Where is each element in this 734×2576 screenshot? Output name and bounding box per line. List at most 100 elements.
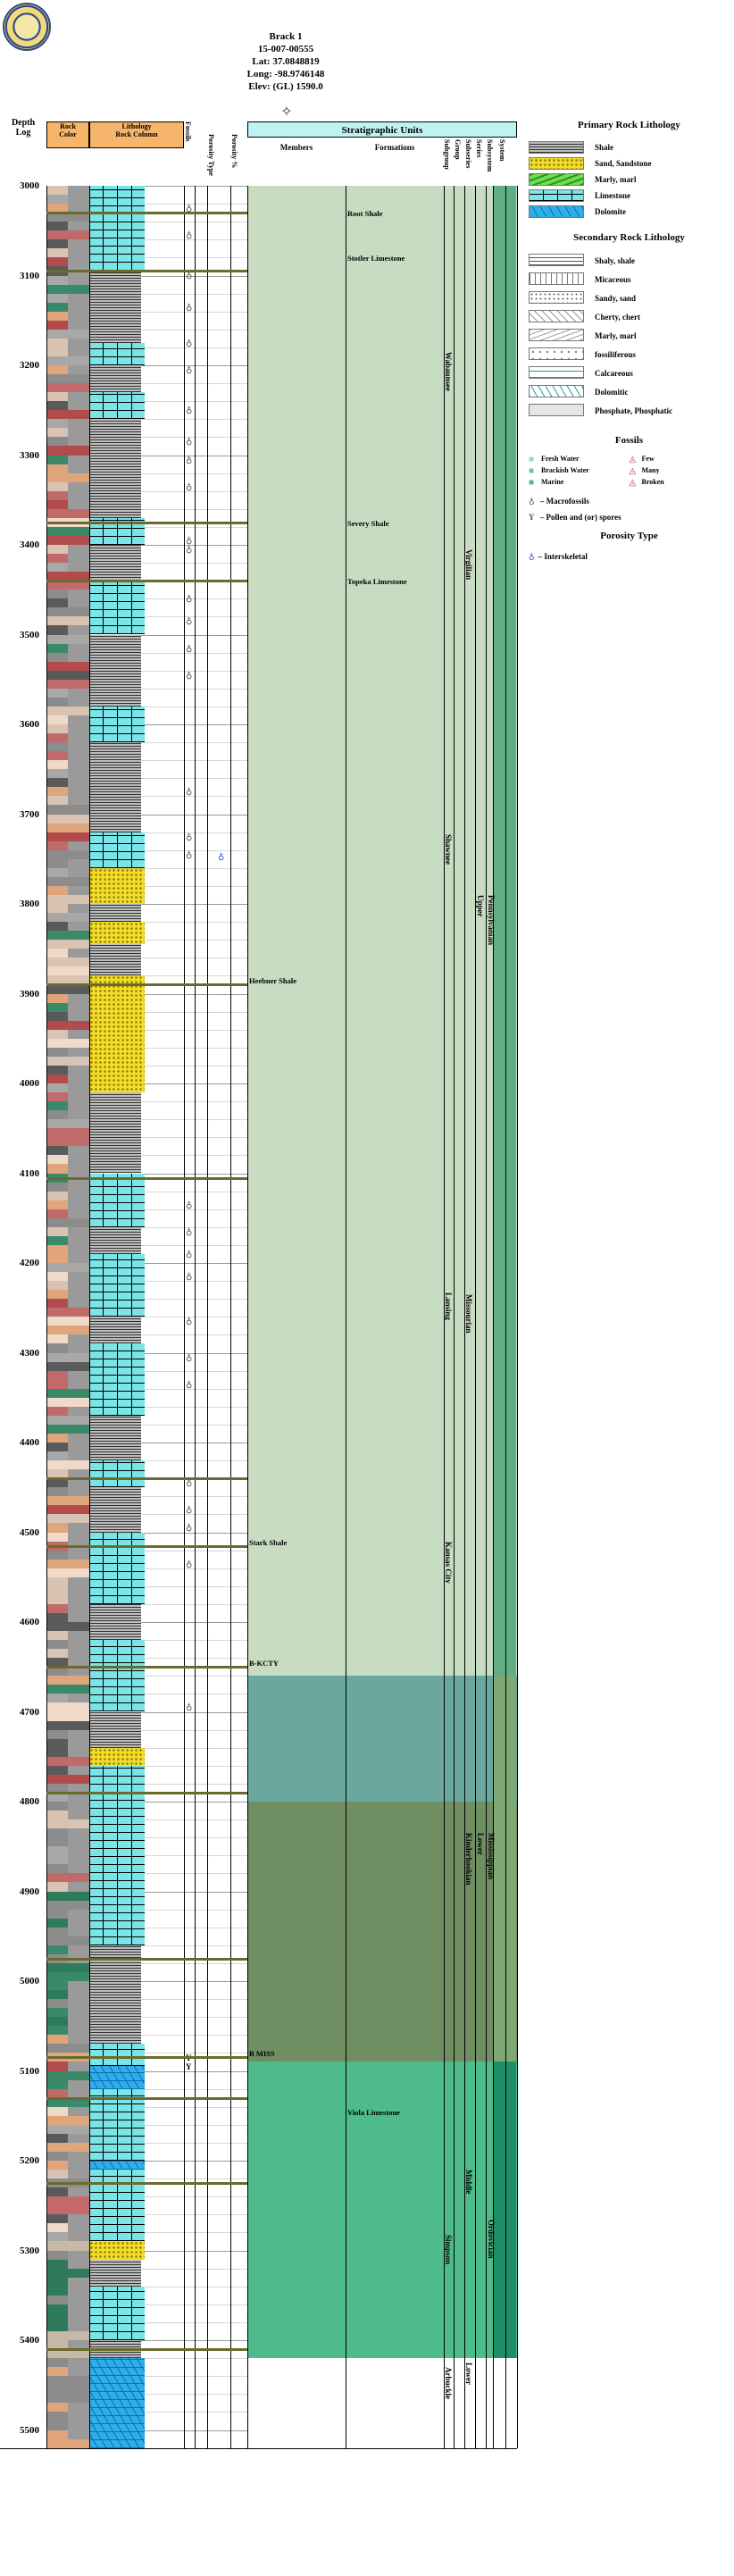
rock-color-band [68,1702,89,1712]
rock-color-band [68,1290,89,1300]
subgroup-header: Subgroup [443,139,451,170]
depth-label: 3300 [20,449,39,461]
rock-color-band [68,1577,89,1587]
rock-color-band [46,2412,68,2421]
rock-color-band [68,1550,89,1560]
legend-label: Shaly, shale [595,256,636,265]
depth-grid-line [46,724,247,725]
legend-label: Macrofossils [546,497,589,506]
rock-color-band [46,1083,68,1093]
depth-grid-line [46,526,247,528]
rock-color-band [68,616,89,626]
rock-color-band [46,1882,68,1892]
rock-color-band [68,1622,89,1632]
rock-color-band [46,697,68,707]
rock-color-band [46,1612,68,1623]
depth-grid-line [46,598,247,600]
rock-color-band [68,832,89,842]
rock-color-band [46,204,68,213]
rock-color-band [46,1352,68,1363]
rock-color-band [46,1756,68,1767]
formation-label: Severy Shale [347,518,389,528]
rock-color-band [68,590,89,599]
rock-color-band [68,1029,89,1040]
lithology-shale [89,1487,141,1533]
depth-grid-line [46,1622,247,1623]
rock-color-band [68,186,89,196]
legend-label: Limestone [595,191,630,200]
rock-color-band [68,293,89,304]
subsystem-header: Subsystem [486,139,494,172]
formation-top-marker [46,1477,247,1481]
rock-color-band [46,1971,68,1982]
group-header: Group [454,139,462,160]
depth-grid-line [46,1083,247,1084]
rock-color-band [68,437,89,447]
rock-color-band [46,2277,68,2287]
rock-color-band [46,1244,68,1255]
rock-color-band [68,1200,89,1210]
rock-color-band [46,913,68,923]
formation-label: Viola Limestone [347,2107,400,2117]
rock-color-band [46,535,68,546]
rock-color-band [46,490,68,501]
depth-grid-line [46,383,247,385]
formation-top-marker [46,1666,247,1669]
rock-color-band [68,1217,89,1228]
lithology-limestone [89,1765,145,1945]
depth-grid-line [46,2321,247,2323]
rock-color-band [46,1927,68,1937]
legend-item-shale: Shale [529,139,730,155]
legend-secondary-item: Phosphate, Phosphatic [529,402,730,421]
legend-label: Pollen and (or) spores [546,513,621,522]
rock-color-band [46,347,68,357]
pennsylvanian-zone [247,186,517,1677]
rock-color-band [46,984,68,994]
group-label: Lansing [444,1292,453,1320]
rock-color-band [46,355,68,366]
subsystem-label: Lower [476,1833,485,1856]
system-bar-ordo [493,2062,516,2359]
rock-color-band [68,796,89,806]
rock-color-band [46,688,68,698]
legend-item-marl: Marly, marl [529,171,730,188]
rock-color-band [68,1317,89,1326]
rock-color-band [68,1711,89,1722]
rock-color-band [68,1819,89,1829]
depth-label: 5300 [20,2245,39,2256]
rock-color-band [46,1811,68,1820]
fossil-legend-item: ■ Brackish Water [529,466,630,476]
member-label: B-KCTY [249,1659,279,1669]
rock-color-band [46,1640,68,1650]
subsystem-label: Upper [476,895,485,917]
rock-color-band [46,823,68,833]
lithology-limestone [89,2088,145,2161]
depth-label: 4600 [20,1617,39,1627]
rock-color-band [46,1299,68,1309]
rock-color-band [46,1397,68,1408]
rock-color-band [46,1101,68,1111]
rock-color-band [68,975,89,985]
rock-color-band [46,958,68,967]
environment-swatch: ■ [529,466,535,476]
rock-color-band [68,526,89,537]
rock-color-band [46,329,68,339]
rock-color-band [46,1146,68,1156]
rock-color-band [68,1263,89,1273]
depth-grid-line [46,1711,247,1713]
fossil-legend-item: ◬ Broken [630,478,730,488]
rock-color-band [68,1792,89,1802]
rock-color-band [46,2097,68,2108]
rock-color-band [68,1756,89,1767]
rock-color-band [46,1999,68,2009]
legend-label: Calcareous [595,369,633,378]
subseries-header: Subseries [464,139,472,169]
rock-color-band [46,1936,68,1946]
rock-color-band [68,1631,89,1641]
rock-color-band [68,1334,89,1344]
rock-color-band [68,1729,89,1740]
rock-color-band [68,2187,89,2197]
formation-top-marker [46,983,247,987]
depth-grid-line [46,688,247,690]
rock-color-band [46,940,68,949]
